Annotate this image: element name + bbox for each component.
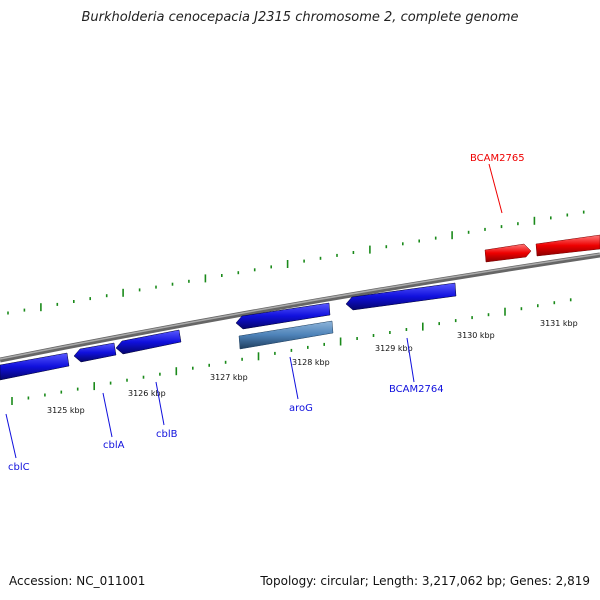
gene-label-cblc[interactable]: cblC xyxy=(8,462,30,473)
gene-arrow-bcam2765-a[interactable] xyxy=(484,243,532,263)
gene-arrow-cbla[interactable] xyxy=(73,342,117,363)
gene-label-cblb[interactable]: cblB xyxy=(156,429,178,440)
reverse-tick-row xyxy=(11,298,572,405)
gene-label-arog[interactable]: aroG xyxy=(289,403,313,414)
gene-arrow-arog[interactable] xyxy=(235,302,331,330)
gene-label-bcam2765[interactable]: BCAM2765 xyxy=(470,153,525,164)
scale-label: 3129 kbp xyxy=(375,344,413,353)
gene-labels: BCAM2765 BCAM2764 aroG cblB cblA cblC xyxy=(8,153,525,473)
scale-labels: 3125 kbp 3126 kbp 3127 kbp 3128 kbp 3129 kbp… xyxy=(47,319,578,415)
genome-summary: Topology: circular; Length: 3,217,062 bp… xyxy=(260,574,590,588)
gene-label-cbla[interactable]: cblA xyxy=(103,440,125,451)
gene-arrow-bcam2764[interactable] xyxy=(345,282,457,311)
backbone xyxy=(0,252,600,363)
gene-arrow-bcam2765-b[interactable] xyxy=(535,234,600,257)
scale-label: 3127 kbp xyxy=(210,373,248,382)
forward-tick-row xyxy=(7,210,585,315)
scale-label: 3126 kbp xyxy=(128,389,166,398)
map-title: Burkholderia cenocepacia J2315 chromosom… xyxy=(81,10,519,25)
gene-highlight-arog[interactable] xyxy=(238,320,334,350)
gene-arrow-cblc[interactable] xyxy=(0,352,70,381)
scale-label: 3128 kbp xyxy=(292,358,330,367)
scale-label: 3125 kbp xyxy=(47,406,85,415)
accession-label: Accession: NC_011001 xyxy=(9,574,146,588)
gene-arrow-cblb[interactable] xyxy=(115,329,182,355)
scale-label: 3131 kbp xyxy=(540,319,578,328)
scale-label: 3130 kbp xyxy=(457,331,495,340)
label-leaders xyxy=(5,163,503,459)
gene-label-bcam2764[interactable]: BCAM2764 xyxy=(389,384,444,395)
gene-arrows xyxy=(0,234,600,381)
